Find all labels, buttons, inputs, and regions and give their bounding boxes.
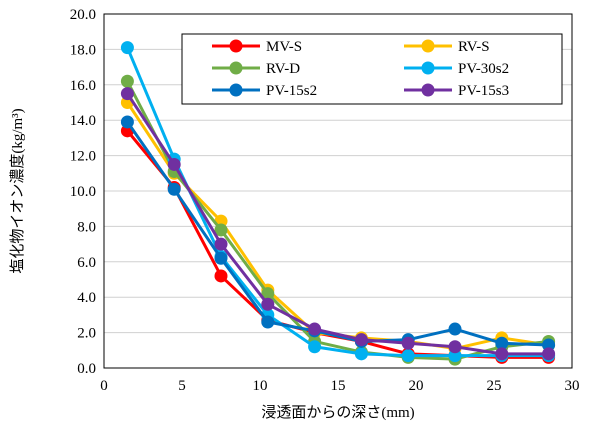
legend: MV-S RV-S RV-D PV-30s2 PV-15s2 PV-15s3 [181, 33, 563, 105]
legend-marker [421, 61, 435, 75]
y-tick-label: 4.0 [77, 290, 96, 306]
data-point [354, 333, 368, 347]
y-tick-label: 2.0 [77, 326, 96, 342]
data-point [214, 251, 228, 265]
legend-label: RV-D [266, 61, 300, 77]
series-line [126, 92, 549, 356]
x-tick-label: 5 [178, 378, 186, 394]
legend-marker [421, 83, 435, 97]
x-tick-label: 30 [565, 378, 580, 394]
data-point [308, 322, 322, 336]
legend-marker [229, 39, 243, 53]
y-tick-label: 0.0 [77, 361, 96, 377]
data-point [261, 297, 275, 311]
data-point [167, 182, 181, 196]
data-point [214, 223, 228, 237]
y-tick-label: 18.0 [70, 42, 96, 58]
data-point [120, 87, 134, 101]
y-tick-label: 8.0 [77, 219, 96, 235]
data-point [448, 340, 462, 354]
series-line [126, 101, 549, 351]
data-point [214, 237, 228, 251]
y-tick-label: 16.0 [70, 78, 96, 94]
y-tick-label: 12.0 [70, 149, 96, 165]
y-tick-label: 20.0 [70, 7, 96, 23]
data-point [495, 336, 509, 350]
x-tick-label: 0 [100, 378, 108, 394]
y-tick-label: 10.0 [70, 184, 96, 200]
series-layer [120, 41, 556, 366]
legend-label: PV-15s3 [458, 83, 509, 99]
data-point [401, 336, 415, 350]
data-point [214, 269, 228, 283]
data-point [261, 287, 275, 301]
series-rv-d [120, 74, 556, 366]
y-tick-label: 6.0 [77, 255, 96, 271]
tick-labels: 0.0 2.0 4.0 6.0 8.0 10.0 12.0 14.0 16.0 18.0 20.0 0… [70, 7, 580, 394]
data-point [261, 315, 275, 329]
data-point [354, 347, 368, 361]
legend-label: PV-30s2 [458, 61, 509, 77]
legend-marker [229, 83, 243, 97]
legend-item: PV-15s3 [404, 83, 509, 99]
data-point [448, 322, 462, 336]
series-line [126, 80, 549, 361]
series-mv-s [120, 124, 556, 364]
series-line [126, 129, 549, 359]
data-point [401, 349, 415, 363]
legend-label: PV-15s2 [266, 83, 317, 99]
legend-item: PV-30s2 [404, 61, 509, 77]
data-point [542, 347, 556, 361]
plot-area [103, 13, 573, 369]
legend-item: PV-15s2 [212, 83, 317, 99]
series-pv-15s3 [120, 87, 556, 361]
data-point [495, 347, 509, 361]
legend-item: RV-D [212, 61, 300, 77]
x-axis-label: 浸透面からの深さ(mm) [261, 404, 414, 421]
series-line [126, 47, 549, 358]
legend-label: MV-S [266, 39, 302, 55]
legend-item: MV-S [212, 39, 302, 55]
legend-item: RV-S [404, 39, 490, 55]
x-tick-label: 10 [253, 378, 268, 394]
data-point [120, 41, 134, 55]
series-line [126, 121, 549, 347]
data-point [308, 340, 322, 354]
legend-label: RV-S [458, 39, 490, 55]
series-rv-s [120, 96, 556, 356]
y-axis-label: 塩化物イオン濃度(kg/m³) [9, 108, 26, 273]
legend-marker [229, 61, 243, 75]
legend-marker [421, 39, 435, 53]
data-point [120, 115, 134, 129]
series-pv-15s2 [120, 115, 556, 352]
y-tick-label: 14.0 [70, 113, 96, 129]
data-point [120, 74, 134, 88]
data-point [167, 157, 181, 171]
x-tick-label: 20 [409, 378, 424, 394]
x-tick-label: 15 [331, 378, 346, 394]
x-tick-label: 25 [487, 378, 502, 394]
